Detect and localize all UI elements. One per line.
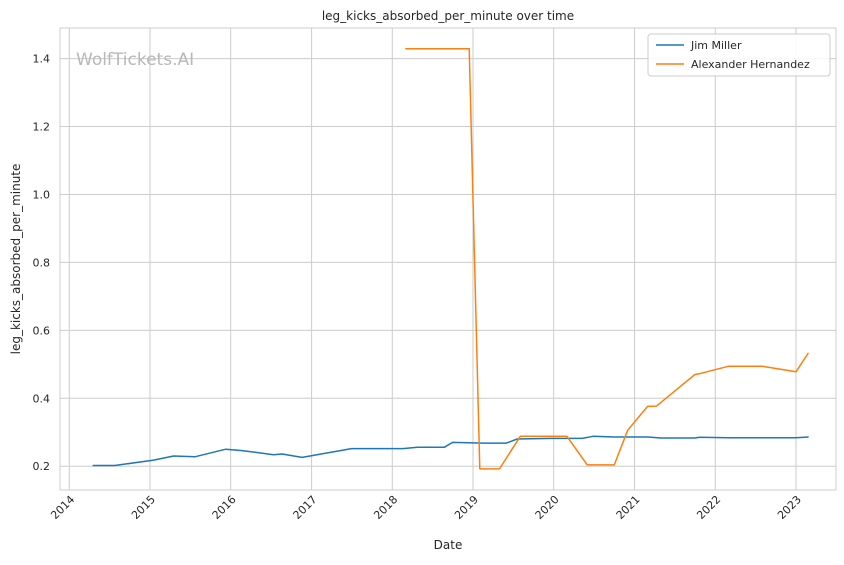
- y-axis-ticks: 0.2 0.4 0.6 0.8 1.0 1.2 1.4: [33, 53, 51, 474]
- series-lines: [92, 47, 809, 470]
- y-axis-label: leg_kicks_absorbed_per_minute: [9, 164, 23, 355]
- legend-label-jim-miller: Jim Miller: [690, 39, 742, 52]
- y-tick-label: 0.6: [33, 324, 51, 337]
- y-tick-label: 0.2: [33, 460, 51, 473]
- y-tick-label: 0.4: [33, 392, 51, 405]
- grid-lines: [60, 28, 836, 490]
- legend: Jim Miller Alexander Hernandez: [647, 33, 831, 77]
- legend-box: [647, 33, 831, 77]
- x-axis-label: Date: [434, 538, 463, 552]
- chart-title: leg_kicks_absorbed_per_minute over time: [322, 9, 574, 23]
- y-tick-label: 1.2: [33, 121, 51, 134]
- y-tick-label: 1.0: [33, 188, 51, 201]
- watermark: WolfTickets.AI: [76, 50, 194, 70]
- y-tick-label: 0.8: [33, 256, 51, 269]
- series-line-alexander-hernandez: [405, 47, 809, 470]
- legend-label-alexander-hernandez: Alexander Hernandez: [691, 58, 810, 71]
- plot-frame: [59, 27, 837, 491]
- series-line-jim-miller: [92, 435, 809, 467]
- y-tick-label: 1.4: [33, 53, 51, 66]
